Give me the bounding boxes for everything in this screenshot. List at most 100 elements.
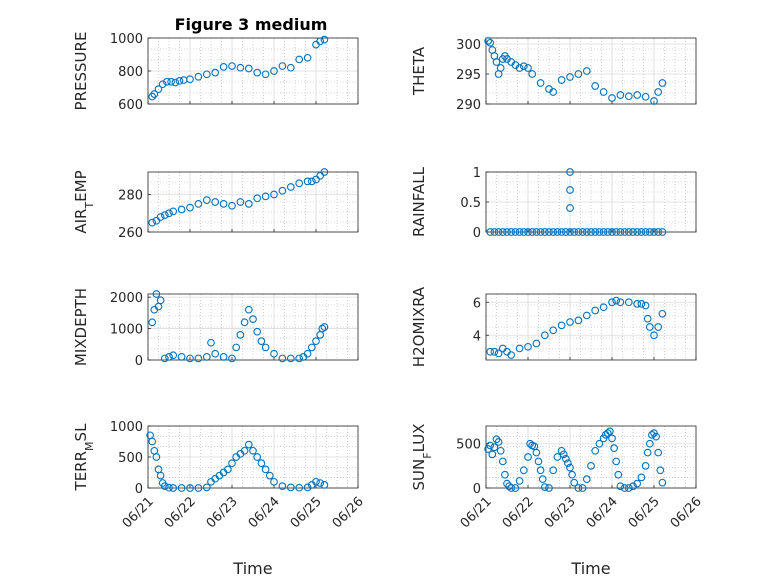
data-point <box>608 298 616 307</box>
data-point <box>641 228 650 236</box>
data-point <box>603 228 612 236</box>
x-tick-label: 06/22 <box>500 494 537 531</box>
data-point <box>608 434 616 443</box>
data-point <box>177 484 186 492</box>
x-tick-label: 06/24 <box>246 494 283 531</box>
data-point <box>587 228 595 236</box>
data-point <box>211 198 220 206</box>
data-point <box>163 77 171 86</box>
data-point <box>645 323 654 331</box>
data-point <box>616 228 625 236</box>
data-point <box>286 183 295 191</box>
data-point <box>645 439 654 448</box>
data-point <box>641 462 650 470</box>
data-point <box>228 201 236 210</box>
data-point <box>629 482 637 491</box>
data-point <box>496 64 505 72</box>
data-point <box>496 446 505 455</box>
subplot-rainfall: 0 0.5 1 RAINFALL <box>410 166 697 241</box>
y-axis-label: PRESSURE <box>72 32 90 111</box>
data-point <box>645 228 654 236</box>
data-point <box>169 351 178 360</box>
data-point <box>150 90 159 98</box>
y-axis-label: SUNFLUX <box>410 424 434 491</box>
y-tick-label: 300 <box>456 38 481 53</box>
data-point <box>494 228 503 236</box>
x-tick-label: 06/23 <box>542 494 579 531</box>
data-point <box>171 78 180 87</box>
data-point <box>633 300 642 308</box>
data-point <box>169 207 178 216</box>
data-point <box>490 443 499 452</box>
data-point <box>295 55 304 64</box>
data-point <box>503 228 511 236</box>
data-point <box>158 80 167 89</box>
data-point <box>549 228 558 236</box>
data-point <box>286 354 295 363</box>
data-point <box>165 483 173 492</box>
x-tick-label: 06/26 <box>668 494 705 531</box>
data-point <box>599 228 608 236</box>
data-point <box>553 228 562 236</box>
data-point <box>540 483 549 491</box>
data-point <box>654 448 663 457</box>
data-point <box>228 354 236 363</box>
data-point <box>244 305 253 314</box>
axes-box <box>485 293 697 361</box>
data-point <box>261 70 270 79</box>
data-point <box>545 484 553 492</box>
data-point <box>486 441 495 450</box>
data-point <box>549 466 558 475</box>
y-tick-label: 260 <box>118 226 143 241</box>
data-point <box>228 459 236 468</box>
data-point <box>620 484 629 492</box>
data-point <box>599 88 608 96</box>
data-point <box>202 483 211 492</box>
data-point <box>656 466 665 475</box>
subplot-air-temp: 260 280 AIRTEMP <box>72 168 359 241</box>
data-point <box>578 228 587 236</box>
data-point <box>186 354 194 363</box>
data-point <box>582 67 591 75</box>
data-point <box>528 228 537 236</box>
data-point <box>650 331 658 340</box>
y-tick-label: 600 <box>118 98 143 113</box>
data-point <box>519 228 528 236</box>
data-point <box>566 186 574 194</box>
data-point <box>303 177 312 186</box>
data-point <box>570 228 579 236</box>
data-point <box>614 470 623 479</box>
data-point <box>316 37 325 46</box>
data-point <box>540 228 549 236</box>
data-point <box>519 466 528 475</box>
data-point <box>486 228 495 236</box>
data-point <box>654 88 663 96</box>
data-point <box>316 331 325 339</box>
data-point <box>320 35 329 44</box>
x-tick-label: 06/21 <box>458 494 495 531</box>
data-point <box>654 323 663 331</box>
data-point <box>616 91 625 99</box>
data-point <box>194 354 203 363</box>
data-point <box>603 429 612 437</box>
data-point <box>595 439 604 448</box>
data-point <box>536 79 545 87</box>
data-point <box>591 306 600 315</box>
data-point <box>566 168 574 176</box>
data-point <box>658 309 667 318</box>
data-point <box>524 228 532 236</box>
axes-box <box>147 293 359 361</box>
data-point <box>582 228 591 236</box>
data-point <box>320 481 329 489</box>
subplot-pressure: 600 800 1000 PRESSURE <box>72 32 359 113</box>
data-point <box>219 353 228 361</box>
data-point <box>194 72 203 81</box>
y-tick-label: 0.5 <box>460 196 481 211</box>
data-point <box>257 337 266 345</box>
data-point <box>261 465 270 474</box>
x-axis-label: Time <box>570 559 610 578</box>
data-point <box>557 76 566 84</box>
data-point <box>648 431 656 439</box>
data-point <box>534 457 543 466</box>
